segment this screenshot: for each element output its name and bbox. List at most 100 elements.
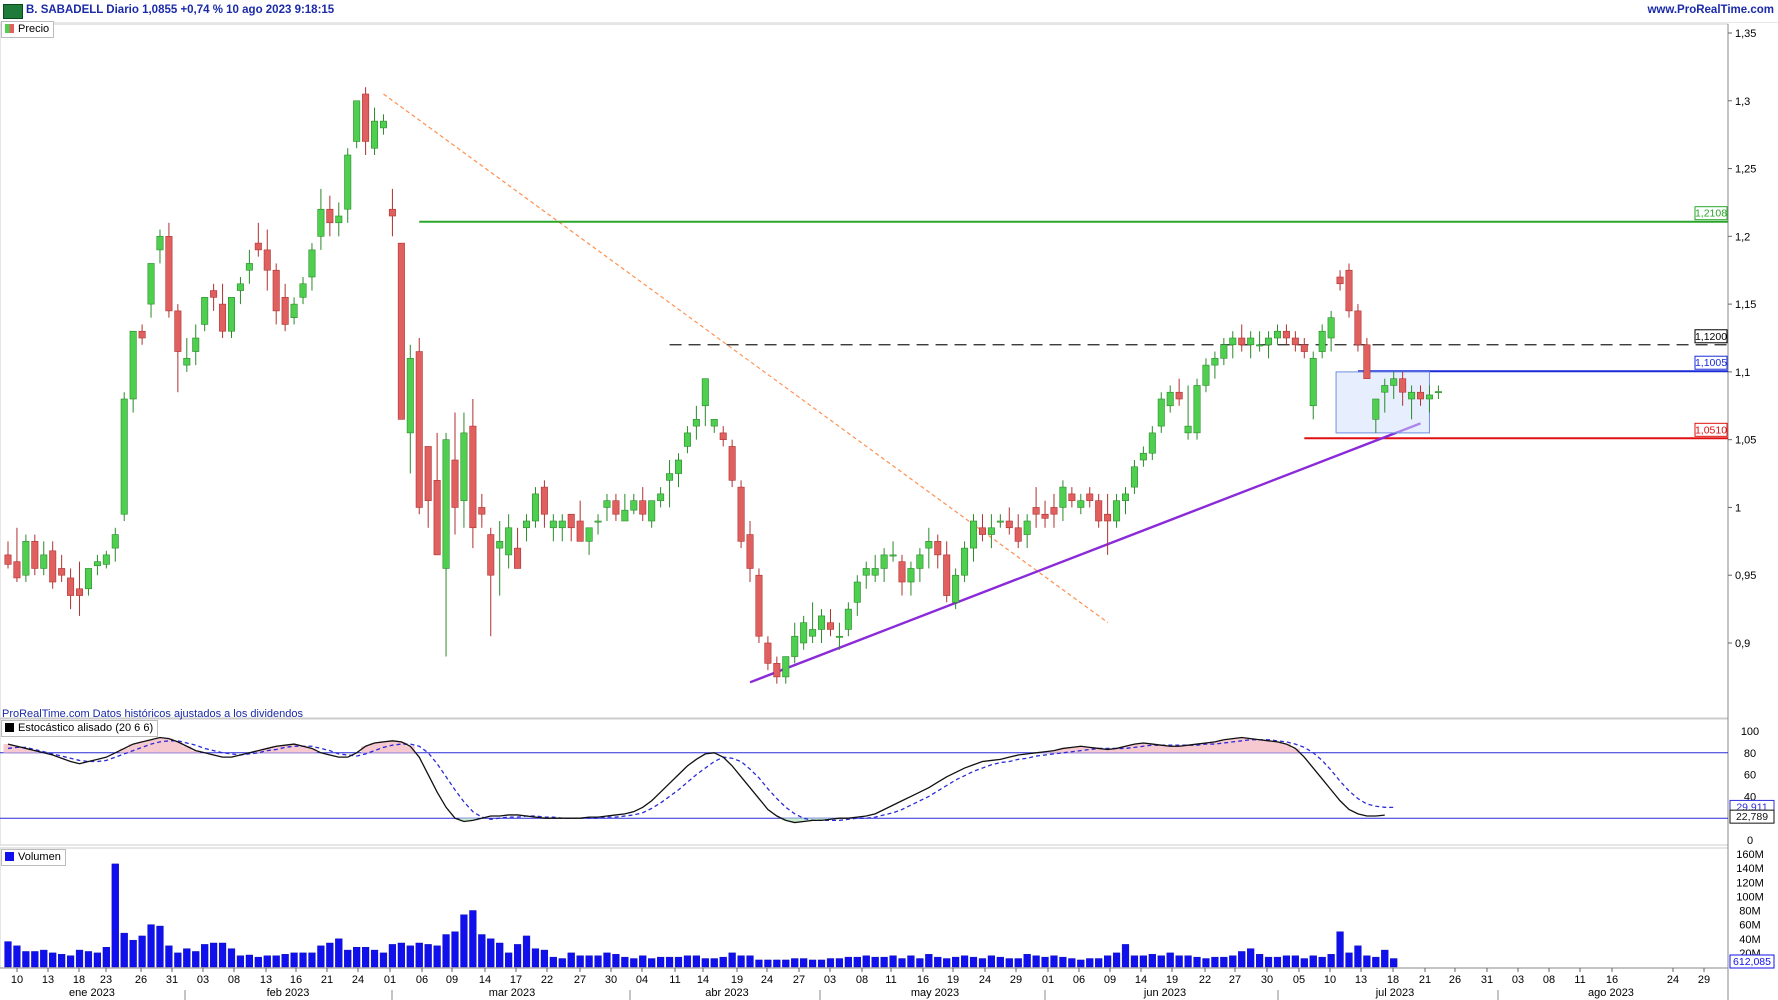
volume-bar [1104, 955, 1112, 968]
x-day-label: 08 [1543, 974, 1555, 986]
volume-bar [1193, 956, 1201, 968]
candle-body [84, 568, 92, 590]
candle-body [996, 520, 1004, 523]
volume-bar [764, 959, 772, 968]
x-day-label: 06 [416, 974, 428, 986]
volume-bar [111, 863, 119, 968]
volume-bar [782, 959, 790, 968]
volume-bar [299, 952, 307, 968]
x-day-label: 01 [1042, 974, 1054, 986]
x-day-label: 19 [731, 974, 743, 986]
volume-bar [800, 958, 808, 968]
legend-price[interactable]: Precio [1, 21, 55, 38]
price-level-tag [1694, 355, 1728, 370]
candle-body [594, 520, 602, 523]
volume-bar [889, 955, 897, 968]
volume-bar [290, 952, 298, 968]
price-level-tag [1694, 422, 1728, 437]
volume-bar [880, 956, 888, 968]
legend-volume[interactable]: Volumen [1, 849, 66, 866]
candle-body [1041, 513, 1049, 519]
x-day-label: 18 [1387, 974, 1399, 986]
site-link[interactable]: www.ProRealTime.com [1647, 4, 1774, 16]
candle-body [719, 432, 727, 440]
candle-body [531, 493, 539, 522]
candle-body [889, 554, 897, 557]
x-day-label: 11 [1574, 974, 1585, 986]
candle-body [379, 120, 387, 129]
volume-bar [1264, 956, 1273, 968]
candle-body [1282, 330, 1290, 339]
x-day-label: 19 [947, 974, 959, 986]
volume-bar [835, 958, 844, 968]
x-day-label: 17 [510, 974, 522, 986]
x-day-label: 31 [1481, 974, 1493, 986]
candle-body [183, 358, 191, 366]
candle-body [862, 568, 870, 576]
candle-body [880, 554, 888, 569]
volume-bar [791, 958, 799, 968]
volume-panel-frame [0, 847, 1729, 969]
candle-body [1059, 486, 1067, 508]
price-y-tick-label: 1,1 [1735, 367, 1750, 379]
x-month-label: feb 2023 [267, 987, 310, 999]
x-day-label: 30 [1261, 974, 1273, 986]
candle-body [898, 561, 906, 583]
volume-bar [1184, 955, 1192, 968]
candle-body [22, 541, 30, 576]
candle-body [576, 520, 584, 542]
volume-bar [1247, 948, 1255, 968]
volume-bar [1372, 956, 1380, 968]
volume-bar [58, 954, 66, 968]
legend-stoch-label: Estocástico alisado (20 6 6) [18, 722, 154, 734]
candle-body [505, 527, 513, 556]
x-day-label: 26 [1449, 974, 1461, 986]
volume-bar [710, 958, 718, 968]
volume-bar [1336, 931, 1344, 968]
volume-bar [513, 944, 522, 968]
candle-body [469, 425, 477, 529]
legend-stoch[interactable]: Estocástico alisado (20 6 6) [1, 720, 159, 737]
x-day-label: 14 [479, 974, 491, 986]
volume-bar [1157, 955, 1165, 968]
candle-body [1068, 493, 1076, 501]
candle-body [317, 208, 325, 237]
candle-body [58, 568, 66, 576]
candle-body [460, 432, 468, 501]
volume-bar [1220, 956, 1228, 968]
candle-body [1104, 513, 1112, 522]
volume-bar [1229, 955, 1237, 968]
candle-body [710, 419, 718, 427]
volume-bar [952, 956, 960, 968]
candle-body [1256, 344, 1264, 347]
x-day-label: 22 [541, 974, 553, 986]
x-day-label: 03 [824, 974, 836, 986]
candle-body [1130, 466, 1138, 488]
volume-bar [612, 954, 620, 968]
stoch-oversold-fill [459, 818, 835, 823]
volume-bar [1255, 954, 1264, 968]
candle-body [567, 513, 575, 529]
stoch-y-tick-label: 80 [1744, 748, 1756, 760]
x-day-label: 29 [1698, 974, 1710, 986]
candle-body [1265, 337, 1273, 346]
volume-bar [174, 952, 182, 968]
volume-bar [1282, 955, 1291, 968]
candle-body [934, 541, 942, 556]
volume-bar [853, 956, 861, 968]
price-y-tick-label: 1,05 [1735, 435, 1756, 447]
volume-bar [254, 956, 262, 968]
volume-bar [844, 956, 852, 968]
volume-bar [40, 949, 48, 968]
volume-bar [192, 951, 200, 968]
candle-body [826, 622, 834, 630]
volume-bar [1318, 956, 1326, 968]
volume-bar [862, 955, 870, 968]
candle-body [1408, 391, 1416, 400]
candle-body [138, 330, 146, 339]
volume-bar [263, 955, 271, 968]
candle-body [674, 459, 682, 474]
volume-bar [540, 949, 549, 968]
volume-bar [245, 954, 253, 968]
